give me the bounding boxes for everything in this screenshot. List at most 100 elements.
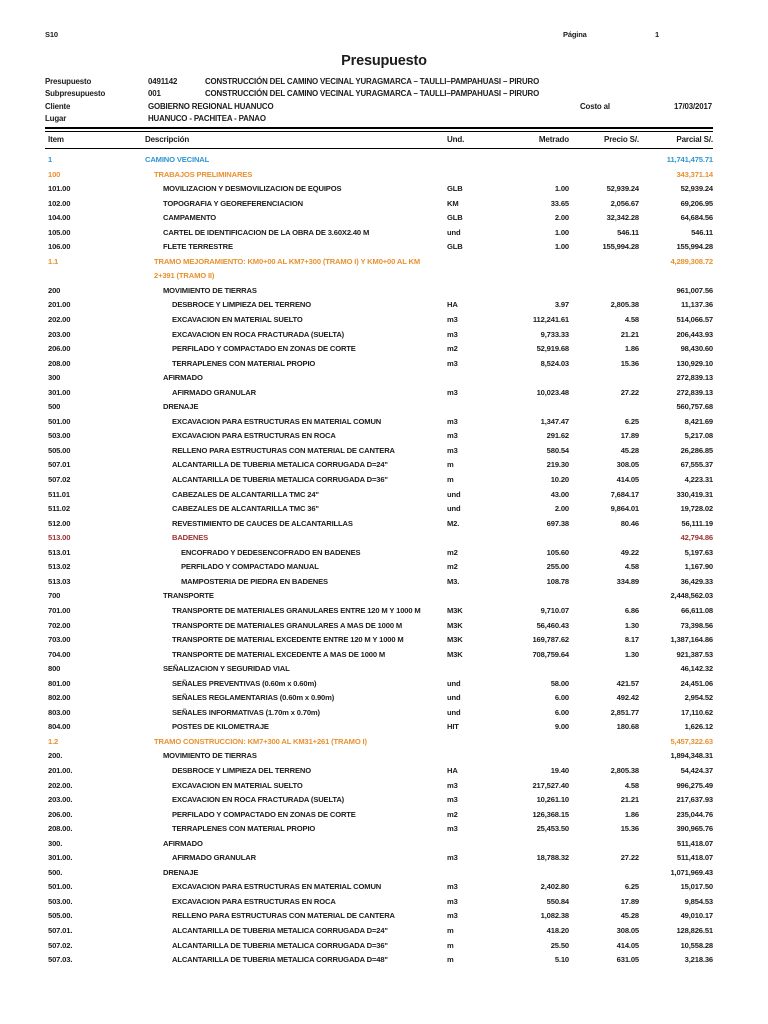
precio-cell: 2,805.38 — [610, 300, 639, 310]
und-cell: m2 — [447, 547, 458, 557]
precio-cell — [569, 589, 639, 604]
item-cell: 206.00. — [48, 809, 73, 819]
und-cell: m3 — [447, 911, 458, 921]
parcial-cell: 15,017.50 — [680, 882, 713, 892]
parcial-cell: 67,555.37 — [680, 460, 713, 470]
desc-cell: DRENAJE — [163, 867, 199, 877]
subpresupuesto-name: CONSTRUCCIÓN DEL CAMINO VECINAL YURAGMAR… — [205, 89, 540, 99]
metrado-cell: 219.30 — [546, 460, 569, 470]
parcial-cell: 11,741,475.71 — [666, 155, 713, 164]
item-cell: 804.00 — [48, 722, 71, 732]
desc-cell: EXCAVACION PARA ESTRUCTURAS EN ROCA — [172, 896, 336, 906]
metrado-cell: 1.00 — [554, 242, 569, 252]
table-row: 505.00 RELLENO PARA ESTRUCTURAS CON MATER… — [45, 444, 713, 459]
und-cell: m3 — [447, 853, 458, 863]
item-cell: 201.00. — [48, 765, 73, 775]
table-row: 208.00. TERRAPLENES CON MATERIAL PROPIO m3… — [45, 822, 713, 837]
table-row: 200. MOVIMIENTO DE TIERRAS 1,894,348.31 — [45, 749, 713, 764]
precio-cell: 1.86 — [624, 344, 639, 354]
metrado-cell — [491, 531, 569, 546]
table-row: 704.00 TRANSPORTE DE MATERIAL EXCEDENTE A… — [45, 648, 713, 663]
item-cell: 203.00 — [48, 329, 71, 339]
presupuesto-name: CONSTRUCCIÓN DEL CAMINO VECINAL YURAGMAR… — [205, 77, 540, 86]
item-cell: 513.03 — [48, 576, 71, 586]
metrado-cell: 9.00 — [554, 722, 569, 732]
precio-cell: 492.42 — [616, 693, 639, 703]
item-cell: 501.00. — [48, 882, 73, 892]
metrado-cell: 9,733.33 — [540, 329, 569, 339]
parcial-cell: 49,010.17 — [680, 911, 713, 921]
desc-cell: ALCANTARILLA DE TUBERIA METALICA CORRUGA… — [172, 955, 388, 965]
table-row: 507.02 ALCANTARILLA DE TUBERIA METALICA C… — [45, 473, 713, 488]
und-cell: KM — [447, 198, 459, 208]
precio-cell: 52,939.24 — [606, 184, 639, 194]
item-cell: 500. — [48, 867, 63, 877]
desc-cell: RELLENO PARA ESTRUCTURAS CON MATERIAL DE… — [172, 911, 395, 921]
und-cell: HA — [447, 300, 458, 310]
parcial-cell: 26,286.85 — [680, 445, 713, 455]
metrado-cell: 697.38 — [546, 518, 569, 528]
desc-cell: AFIRMADO GRANULAR — [172, 387, 256, 397]
parcial-cell: 8,421.69 — [684, 416, 713, 426]
und-cell: und — [447, 489, 461, 499]
budget-table: Item Descripción Und. Metrado Precio S/.… — [45, 127, 713, 968]
item-cell: 801.00 — [48, 678, 71, 688]
metrado-cell: 8,524.03 — [540, 358, 569, 368]
precio-cell: 4.58 — [624, 780, 639, 790]
meta-block: Presupuesto 0491142 CONSTRUCCIÓN DEL CAM… — [45, 76, 712, 126]
item-cell: 301.00. — [48, 853, 73, 863]
desc-cell: EXCAVACION EN ROCA FRACTURADA (SUELTA) — [172, 795, 345, 805]
metrado-cell: 217,527.40 — [532, 780, 569, 790]
precio-cell: 4.58 — [624, 315, 639, 325]
precio-cell: 80.46 — [620, 518, 639, 528]
und-cell — [445, 837, 491, 852]
parcial-cell: 54,424.37 — [680, 765, 713, 775]
table-row: 106.00 FLETE TERRESTRE GLB 1.00 155,994.28 15… — [45, 240, 713, 255]
metrado-cell — [491, 735, 569, 750]
item-cell: 106.00 — [48, 242, 71, 252]
precio-cell: 8.17 — [624, 635, 639, 645]
metrado-cell: 1.00 — [554, 184, 569, 194]
item-cell: 300 — [48, 373, 61, 383]
desc-cell: TOPOGRAFIA Y GEOREFERENCIACION — [163, 198, 303, 208]
desc-cell: PERFILADO Y COMPACTADO EN ZONAS DE CORTE — [172, 344, 356, 354]
und-cell: m3 — [447, 315, 458, 325]
header-item: Item — [48, 135, 64, 144]
lugar-label: Lugar — [45, 114, 67, 124]
parcial-cell: 330,419.31 — [676, 489, 713, 499]
desc-cell: EXCAVACION PARA ESTRUCTURAS EN ROCA — [172, 431, 336, 441]
table-row: 1.1 TRAMO MEJORAMIENTO: KM0+00 AL KM7+300… — [45, 255, 713, 284]
desc-cell: MOVILIZACION Y DESMOVILIZACION DE EQUIPO… — [163, 184, 342, 194]
precio-cell: 27.22 — [620, 387, 639, 397]
precio-cell — [569, 749, 639, 764]
desc-cell: TRANSPORTE DE MATERIALES GRANULARES ENTR… — [172, 605, 421, 615]
und-cell: m — [447, 460, 454, 470]
item-cell: 512.00 — [48, 518, 71, 528]
und-cell — [445, 284, 491, 299]
desc-cell: CABEZALES DE ALCANTARILLA TMC 36" — [172, 504, 319, 514]
metrado-cell — [491, 255, 569, 284]
parcial-cell: 24,451.06 — [680, 678, 713, 688]
table-row: 507.01 ALCANTARILLA DE TUBERIA METALICA C… — [45, 458, 713, 473]
item-cell: 500 — [48, 402, 61, 412]
metrado-cell: 2,402.80 — [540, 882, 569, 892]
cliente-label: Cliente — [45, 101, 71, 111]
und-cell — [445, 400, 491, 415]
desc-cell: TERRAPLENES CON MATERIAL PROPIO — [172, 358, 316, 368]
parcial-cell: 66,611.08 — [680, 605, 713, 615]
metrado-cell: 43.00 — [550, 489, 569, 499]
parcial-cell: 73,398.56 — [680, 620, 713, 630]
parcial-cell: 4,289,308.72 — [670, 256, 713, 266]
header-parcial: Parcial S/. — [676, 135, 713, 144]
metrado-cell: 1,082.38 — [540, 911, 569, 921]
und-cell: und — [447, 693, 461, 703]
item-cell: 100 — [48, 169, 61, 179]
table-row: 513.03 MAMPOSTERIA DE PIEDRA EN BADENES M3… — [45, 575, 713, 590]
und-cell — [445, 153, 491, 168]
item-cell: 800 — [48, 664, 61, 674]
desc-cell: DRENAJE — [163, 402, 199, 412]
precio-cell: 15.36 — [620, 824, 639, 834]
presupuesto-code: 0491142 — [148, 77, 178, 86]
desc-cell: AFIRMADO — [163, 838, 203, 848]
metrado-cell: 58.00 — [550, 678, 569, 688]
